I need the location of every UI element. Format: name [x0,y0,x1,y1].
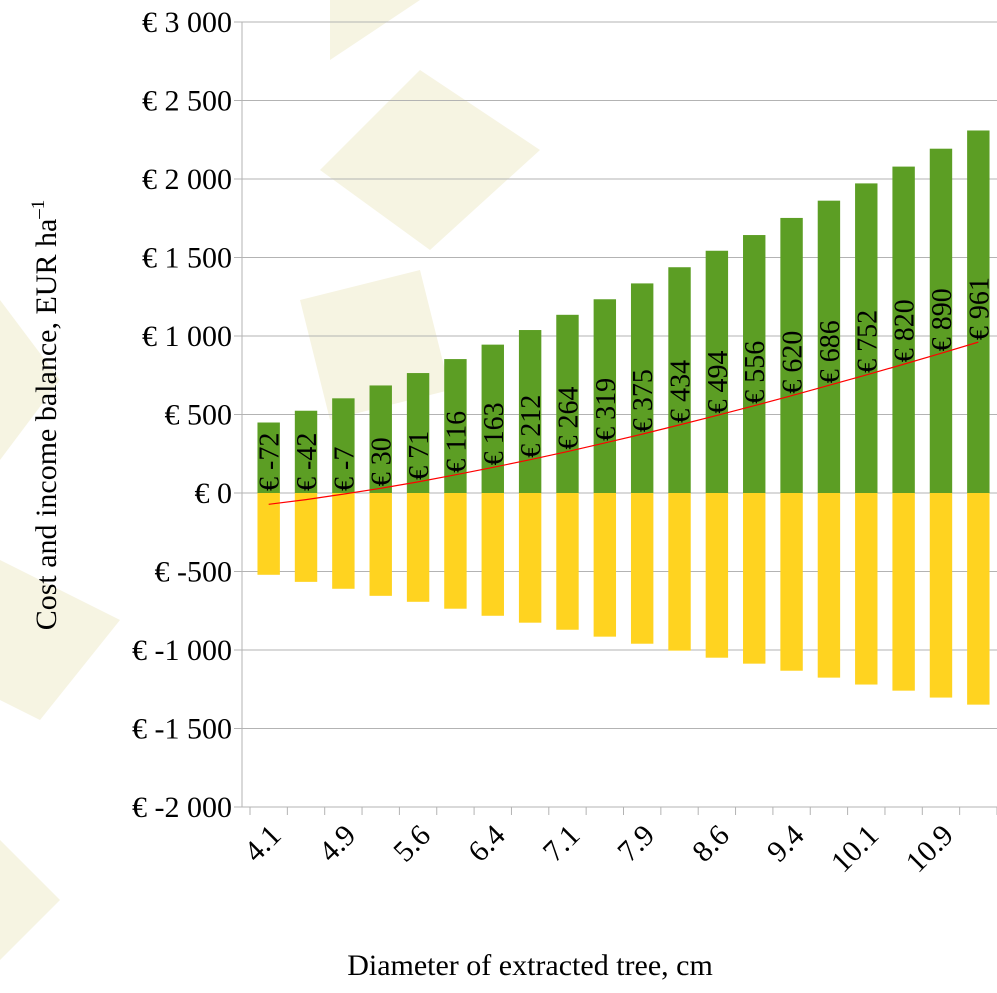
bar [743,235,766,493]
data-label: € 620 [778,331,809,394]
bar [444,359,467,493]
x-tick-label: 5.6 [387,819,437,869]
x-tick-label: 8.6 [686,819,736,869]
bar [406,493,430,602]
data-label: € 494 [703,350,734,413]
bar [668,493,691,651]
bar [294,493,318,582]
bar [705,250,729,493]
bar [780,493,803,671]
x-tick-label: 7.1 [537,819,587,869]
bar [967,493,990,705]
bar [743,493,766,664]
bar [705,493,729,658]
bar [780,217,803,493]
y-tick-label: € 500 [165,399,233,432]
bar [444,493,467,609]
bar [481,493,504,616]
data-label: € 752 [852,310,883,373]
y-tick-label: € -1 000 [132,634,232,667]
bar [257,493,280,575]
bar [855,493,878,685]
y-tick-label: € 2 500 [142,85,232,118]
bar [406,373,430,493]
bar [817,493,841,678]
bar [369,493,392,596]
bar [518,330,542,493]
data-label: € 264 [553,387,584,450]
bar [630,283,654,493]
bar [294,410,318,493]
bar [556,314,579,493]
bar [817,200,841,493]
y-axis-label: Cost and income balance, EUR ha–1 [28,200,63,631]
bar [257,422,280,493]
bar [630,493,654,644]
y-tick-label: € 2 000 [142,163,232,196]
x-tick-label: 7.9 [611,819,661,869]
x-axis-label: Diameter of extracted tree, cm [347,949,713,982]
bar [967,130,990,493]
x-tick-label: 4.9 [312,819,362,869]
bar [892,493,915,691]
data-label: € 30 [367,437,398,486]
bar [929,493,953,698]
bar [929,148,953,493]
data-label: € 961 [964,277,995,340]
y-axis-label-superscript: –1 [28,200,49,220]
data-label: € 890 [927,288,958,351]
bar [518,493,542,623]
y-tick-label: € 0 [195,477,233,510]
bar [668,267,691,493]
data-label: € 212 [516,395,547,458]
x-tick-label: 10.1 [825,819,885,879]
data-label: € 71 [404,431,435,480]
x-tick-label: 10.9 [899,819,959,879]
x-tick-label: 9.4 [761,819,811,869]
data-label: € 556 [740,341,771,404]
y-tick-label: € 1 000 [142,320,232,353]
data-label: € -7 [329,447,360,491]
y-tick-label: € -1 500 [132,713,232,746]
bar [556,493,579,630]
data-label: € 434 [666,360,697,423]
y-axis-label-text: Cost and income balance, EUR ha [30,219,63,631]
line [268,341,979,505]
data-label: € 163 [479,402,510,465]
data-label: € 686 [815,320,846,383]
bar [481,344,504,493]
y-tick-label: € -500 [155,556,233,589]
y-tick-label: € 1 500 [142,242,232,275]
y-tick-label: € -2 000 [132,791,232,824]
y-tick-label: € 3 000 [142,6,232,39]
data-label: € -72 [255,433,286,491]
data-label: € 820 [890,299,921,362]
bar [892,166,915,494]
bar [593,493,617,637]
x-tick-label: 4.1 [238,819,288,869]
bar [332,493,355,589]
bar [369,385,392,493]
data-label: € 319 [591,378,622,441]
bar [855,183,878,493]
x-tick-label: 6.4 [462,819,512,869]
bar [332,398,355,493]
data-label: € 116 [441,411,472,473]
data-label: € 375 [628,369,659,432]
data-label: € -42 [292,433,323,491]
